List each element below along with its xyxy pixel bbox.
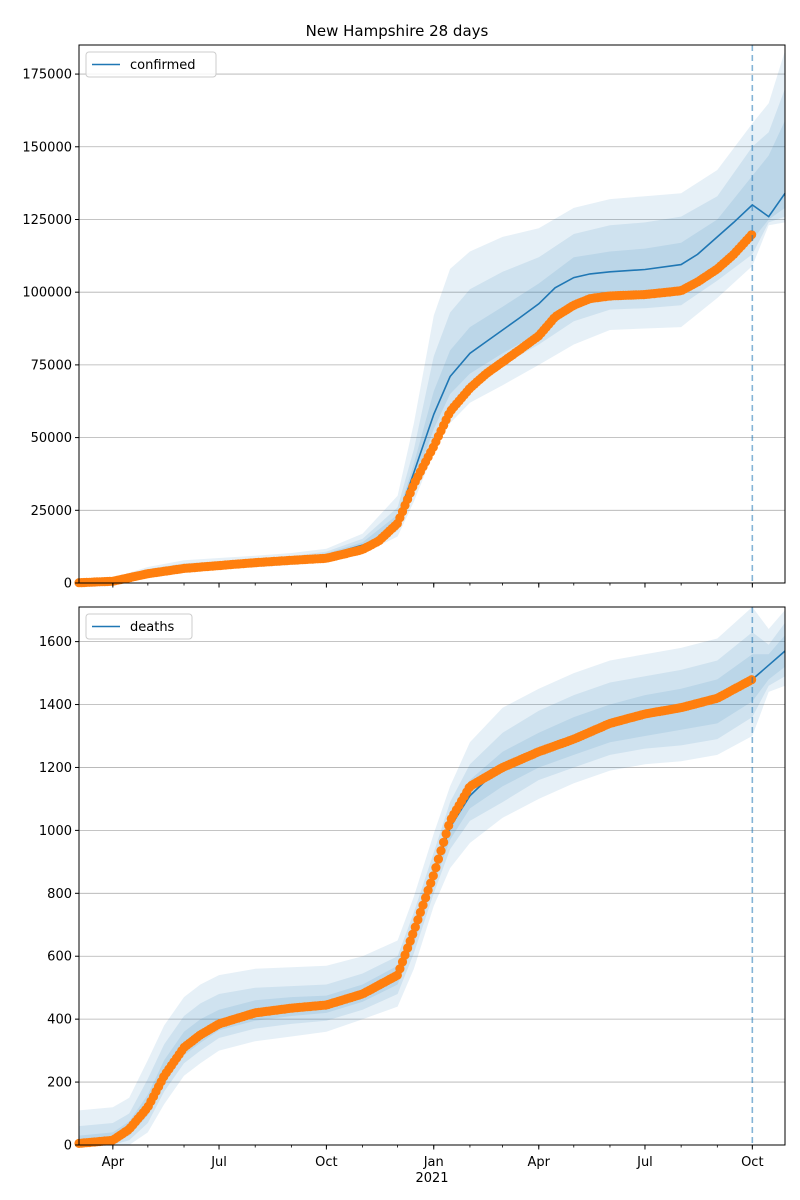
y-tick-label: 1000 xyxy=(39,824,72,839)
observed-point xyxy=(403,943,413,953)
y-tick-label: 0 xyxy=(64,577,72,592)
legend-label: confirmed xyxy=(130,58,196,73)
y-tick-label: 0 xyxy=(64,1139,72,1154)
y-tick-label: 400 xyxy=(47,1013,72,1028)
observed-series xyxy=(74,230,757,588)
plot-frame xyxy=(78,606,786,1146)
observed-point xyxy=(410,922,420,932)
y-tick-label: 800 xyxy=(47,887,72,902)
plot-frame xyxy=(78,44,786,584)
legend: confirmed xyxy=(85,51,217,78)
confidence-band-outer xyxy=(79,50,785,584)
y-tick-label: 25000 xyxy=(31,504,72,519)
x-tick-label: Jul xyxy=(210,1155,227,1170)
observed-point xyxy=(433,854,443,864)
x-tick-label: Oct xyxy=(741,1155,763,1170)
y-tick-label: 75000 xyxy=(31,358,72,373)
observed-point xyxy=(747,230,757,240)
observed-point xyxy=(421,893,431,903)
y-tick-label: 150000 xyxy=(22,140,72,155)
x-tick-label: Jul xyxy=(636,1155,653,1170)
legend-label: deaths xyxy=(130,620,175,635)
observed-series xyxy=(74,675,757,1148)
y-tick-label: 200 xyxy=(47,1076,72,1091)
observed-point xyxy=(436,846,446,856)
y-tick-label: 1400 xyxy=(39,698,72,713)
x-tick-label: Apr xyxy=(102,1155,125,1170)
y-tick-label: 100000 xyxy=(22,286,72,301)
confirmed-panel: 0 25000 50000 75000 100000 125000 150000 175000… xyxy=(22,44,786,592)
observed-point xyxy=(400,950,410,960)
y-tick-label: 50000 xyxy=(31,431,72,446)
observed-point xyxy=(441,829,451,839)
legend-box xyxy=(85,51,217,78)
observed-point xyxy=(439,837,449,847)
y-tick-label: 1200 xyxy=(39,761,72,776)
x-tick-label: Oct xyxy=(315,1155,337,1170)
deaths-panel: 0 200 400 600 800 1000 1200 1400 1600 Apr Jul Oct Ja… xyxy=(39,606,786,1170)
observed-point xyxy=(426,878,436,888)
observed-point xyxy=(395,964,405,974)
legend: deaths xyxy=(85,613,193,640)
observed-point xyxy=(408,929,418,939)
chart-title: New Hampshire 28 days xyxy=(306,22,489,40)
y-tick-label: 175000 xyxy=(22,68,72,83)
observed-point xyxy=(415,907,425,918)
legend-box xyxy=(85,613,193,640)
x-tick-label: Apr xyxy=(528,1155,551,1170)
observed-point xyxy=(397,957,408,967)
y-tick-label: 125000 xyxy=(22,213,72,228)
y-tick-label: 1600 xyxy=(39,635,72,650)
x-tick-label: Jan xyxy=(423,1155,444,1170)
observed-point xyxy=(413,915,423,925)
observed-point xyxy=(418,900,428,910)
x-axis-year-label: 2021 xyxy=(415,1171,448,1186)
observed-point xyxy=(431,863,441,873)
observed-point xyxy=(423,885,433,896)
y-tick-label: 600 xyxy=(47,950,72,965)
observed-point xyxy=(428,871,438,881)
observed-point xyxy=(405,936,415,946)
